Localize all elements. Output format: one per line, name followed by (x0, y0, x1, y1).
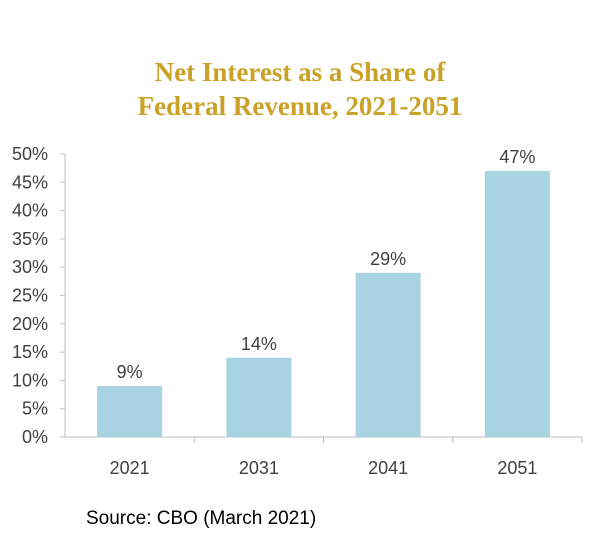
chart-title: Net Interest as a Share of Federal Reven… (0, 55, 600, 123)
y-tick-label: 0% (22, 427, 48, 447)
bar (226, 357, 292, 437)
source-note: Source: CBO (March 2021) (86, 508, 317, 529)
bar (484, 170, 550, 438)
x-tick-label: 2051 (497, 458, 537, 478)
chart-title-line-2: Federal Revenue, 2021-2051 (137, 91, 463, 121)
y-tick-label: 35% (12, 229, 48, 249)
y-tick-label: 40% (12, 201, 48, 221)
data-label: 29% (370, 249, 406, 269)
x-tick-label: 2031 (239, 458, 279, 478)
y-tick-label: 25% (12, 286, 48, 306)
bar (355, 272, 421, 437)
bar (97, 386, 163, 437)
x-tick-label: 2021 (110, 458, 150, 478)
y-tick-label: 20% (12, 314, 48, 334)
x-tick-label: 2041 (368, 458, 408, 478)
y-tick-label: 10% (12, 370, 48, 390)
y-tick-label: 30% (12, 257, 48, 277)
y-tick-label: 5% (22, 399, 48, 419)
data-label: 9% (117, 362, 143, 382)
y-tick-label: 15% (12, 342, 48, 362)
y-tick-label: 45% (12, 172, 48, 192)
chart-title-line-1: Net Interest as a Share of (154, 57, 446, 87)
y-tick-label: 50% (12, 144, 48, 164)
data-label: 47% (499, 147, 535, 167)
data-label: 14% (241, 334, 277, 354)
